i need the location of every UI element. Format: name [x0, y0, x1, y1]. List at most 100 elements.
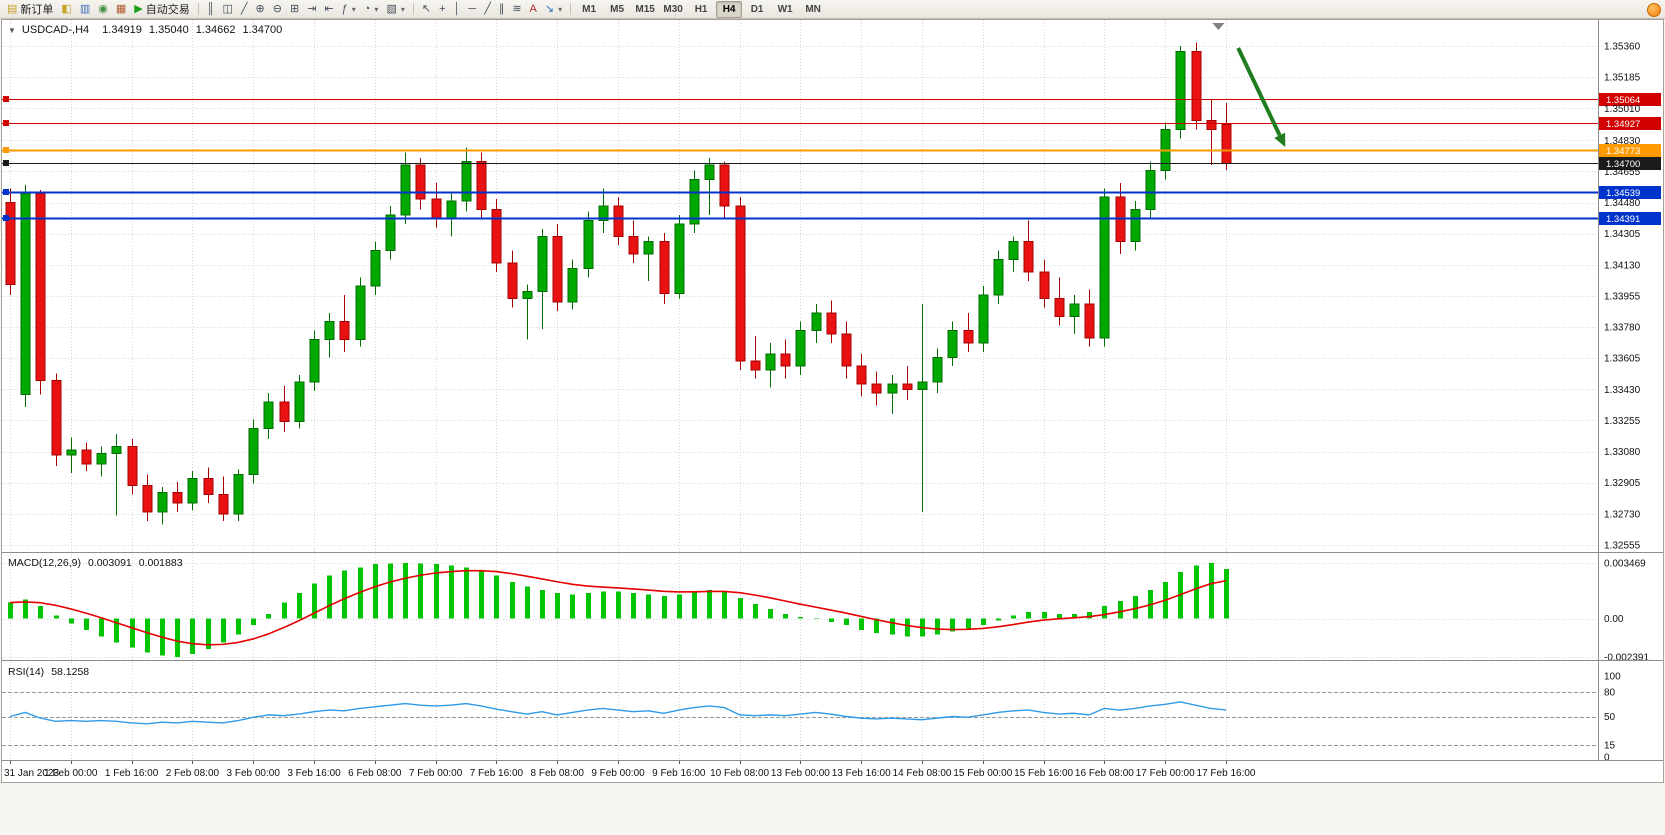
line-chart-icon: ╱ — [240, 3, 248, 15]
auto-scroll-icon: ⇥ — [307, 3, 317, 15]
bear-candle — [172, 492, 183, 504]
bull-candle — [187, 477, 198, 504]
chart-title: ▼ USDCAD-,H4 1.34919 1.35040 1.34662 1.3… — [8, 24, 282, 36]
text-label-button[interactable]: A — [526, 0, 541, 18]
price-tag — [1599, 93, 1661, 106]
crosshair-button[interactable]: + — [435, 0, 449, 18]
bear-candle — [1206, 120, 1217, 131]
level-left-marker — [3, 147, 9, 153]
time-label: 10 Feb 08:00 — [710, 768, 769, 779]
price-tag-label: 1.34927 — [1606, 119, 1640, 130]
horizontal-line-button[interactable]: ─ — [464, 0, 480, 18]
shift-marker-icon[interactable] — [1212, 23, 1225, 30]
dropdown-caret-icon: ▾ — [558, 4, 563, 14]
rsi-axis-label: 0 — [1604, 753, 1610, 764]
bull-candle — [1069, 303, 1080, 317]
bull-candle — [20, 193, 31, 396]
bull-candle — [1130, 209, 1141, 243]
chart-shift-button[interactable]: ⇤ — [320, 0, 337, 18]
fibonacci-retracement-button[interactable]: ≋ — [508, 0, 525, 18]
market-watch-button[interactable]: ◧ — [57, 0, 75, 18]
price-tag — [1599, 212, 1661, 225]
terminal-button[interactable]: ▦ — [112, 0, 130, 18]
equidistant-channel-button[interactable]: ∥ — [495, 0, 509, 18]
autotrading-button[interactable]: ▶ 自动交易 — [130, 0, 193, 18]
trendline-button[interactable]: ╱ — [480, 0, 495, 18]
auto-scroll-button[interactable]: ⇥ — [303, 0, 320, 18]
bull-candle — [522, 290, 533, 300]
timeframe-m1-button[interactable]: M1 — [582, 3, 597, 15]
timeframe-mn-button[interactable]: MN — [805, 3, 821, 15]
zoom-out-button[interactable]: ⊖ — [269, 0, 286, 18]
time-label: 17 Feb 16:00 — [1197, 768, 1256, 779]
svg-text:1.33605: 1.33605 — [1604, 354, 1641, 365]
price-tag — [1599, 117, 1661, 130]
timeframe-h4-button[interactable]: H4 — [716, 0, 743, 18]
collapse-chart-icon[interactable]: ▼ — [8, 25, 16, 35]
chart-shift-icon: ⇤ — [324, 3, 334, 15]
vertical-line-button[interactable]: │ — [450, 0, 465, 18]
annotation-arrow[interactable] — [1236, 47, 1282, 137]
line-chart-button[interactable]: ╱ — [237, 0, 252, 18]
connection-status-icon[interactable] — [1647, 3, 1661, 17]
bear-candle — [826, 312, 837, 335]
bull-candle — [674, 223, 685, 294]
bull-candle — [598, 205, 609, 221]
dropdown-caret-icon: ▾ — [351, 4, 356, 14]
candlestick-chart-button[interactable]: ◫ — [219, 0, 237, 18]
timeframe-m15-button[interactable]: M15 — [635, 3, 655, 15]
bear-candle — [659, 241, 670, 294]
fibonacci-retracement-icon: ≋ — [512, 3, 522, 15]
rsi-axis-label: 50 — [1604, 712, 1616, 723]
bear-candle — [339, 321, 350, 341]
svg-text:1.33430: 1.33430 — [1604, 385, 1641, 396]
ohlc-low: 1.34662 — [195, 24, 236, 36]
tile-windows-icon: ⊞ — [289, 3, 300, 15]
candlestick-chart-icon: ◫ — [222, 3, 233, 15]
bull-candle — [263, 401, 274, 429]
price-axis[interactable]: 1.35360 1.35185 1.35010 1.34830 1.34655 1.344… — [1604, 42, 1641, 552]
bars-chart-icon: ║ — [206, 3, 215, 15]
macd-axis-label: 0.003469 — [1604, 559, 1646, 570]
data-window-button[interactable]: ▥ — [76, 0, 94, 18]
bear-candle — [431, 198, 442, 220]
bull-candle — [1145, 170, 1156, 211]
bear-candle — [507, 262, 518, 300]
bull-candle — [689, 178, 700, 225]
tile-windows-button[interactable]: ⊞ — [286, 0, 303, 18]
bull-candle — [765, 353, 776, 371]
navigator-button[interactable]: ◉ — [94, 0, 112, 18]
timeframe-m30-button[interactable]: M30 — [663, 3, 683, 15]
time-label: 2 Feb 08:00 — [166, 768, 220, 779]
indicators-button[interactable]: ƒ ▾ — [338, 0, 360, 18]
level-left-marker — [3, 160, 9, 166]
bull-candle — [309, 339, 320, 383]
macd-axis-label: 0.00 — [1604, 614, 1624, 625]
bear-candle — [780, 353, 791, 367]
timeframe-w1-button[interactable]: W1 — [777, 3, 793, 15]
bull-candle — [66, 449, 77, 456]
timeframe-m5-button[interactable]: M5 — [610, 3, 625, 15]
svg-text:1.34130: 1.34130 — [1604, 260, 1641, 271]
cursor-button[interactable]: ↖ — [418, 0, 435, 18]
terminal-icon: ▦ — [115, 3, 127, 15]
templates-button[interactable]: ▧ ▾ — [382, 0, 408, 18]
time-label: 8 Feb 08:00 — [531, 768, 585, 779]
bear-candle — [552, 235, 563, 303]
bars-chart-button[interactable]: ║ — [203, 0, 219, 18]
bear-candle — [613, 205, 624, 237]
timeframe-d1-button[interactable]: D1 — [750, 3, 764, 15]
chart-svg: 1.35064 1.34927 1.34773 1.34700 1.34539 1.343… — [2, 20, 1663, 779]
macd-signal-value: 0.001883 — [138, 557, 183, 569]
zoom-in-button[interactable]: ⊕ — [252, 0, 269, 18]
indicators-icon: ƒ — [341, 3, 348, 15]
price-tag-label: 1.35064 — [1606, 95, 1640, 106]
macd-name-label: MACD(12,26,9) — [8, 557, 81, 569]
arrow-objects-button[interactable]: ↘ ▾ — [541, 0, 566, 18]
periods-button[interactable]: ◔ ▾ — [360, 0, 383, 18]
toolbar-left-icons: ◧ ▥ ◉ ▦ — [57, 0, 130, 18]
level-left-marker — [3, 189, 9, 195]
new-order-button[interactable]: ▤ 新订单 — [3, 0, 57, 18]
timeframe-h1-button[interactable]: H1 — [694, 3, 708, 15]
